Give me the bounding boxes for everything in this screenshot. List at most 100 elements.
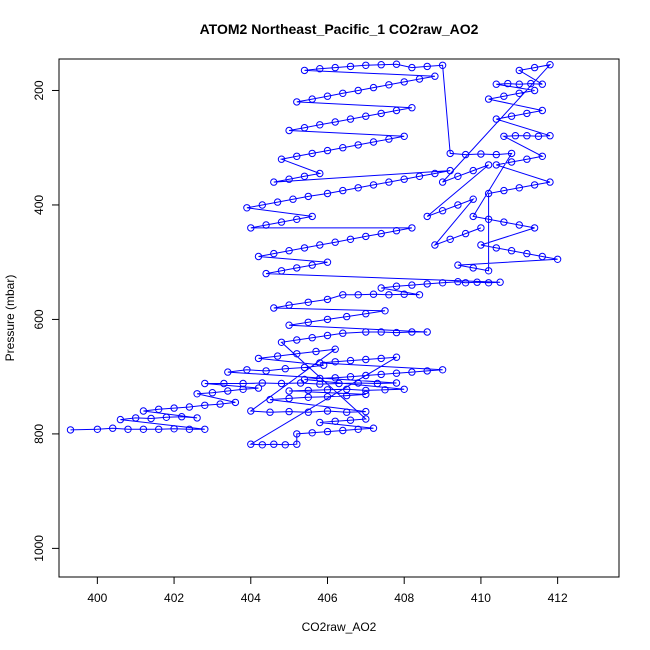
data-point [339, 426, 347, 435]
x-axis: 400 402 404 406 408 410 412 [87, 577, 568, 605]
data-point [320, 361, 328, 369]
data-point [484, 279, 493, 287]
data-point [289, 195, 297, 203]
data-point [454, 201, 462, 209]
data-point [343, 385, 351, 393]
data-point [331, 374, 339, 382]
x-tick-label: 402 [164, 591, 184, 605]
data-point [339, 291, 347, 299]
data-point [323, 427, 332, 436]
data-point [208, 389, 217, 397]
data-point [446, 149, 454, 158]
data-point [408, 224, 416, 232]
data-point [247, 407, 255, 415]
data-point [323, 92, 332, 100]
data-point [201, 379, 209, 388]
data-point [469, 195, 477, 203]
data-point [335, 379, 343, 388]
data-point [461, 279, 470, 287]
data-point [530, 181, 539, 189]
y-tick-label: 400 [32, 195, 46, 215]
data-point [385, 178, 393, 186]
data-point [155, 425, 163, 433]
data-point [446, 166, 454, 175]
data-point [496, 278, 504, 286]
data-point [109, 424, 117, 432]
data-point [346, 115, 355, 123]
data-point [262, 269, 270, 278]
data-point [277, 267, 286, 275]
data-point [530, 86, 539, 95]
data-point [66, 426, 75, 434]
x-tick-label: 404 [241, 591, 261, 605]
data-point [377, 60, 385, 69]
data-point [392, 353, 401, 361]
data-point [377, 229, 385, 238]
data-point [373, 379, 382, 388]
data-point [538, 152, 546, 161]
data-point [339, 144, 347, 152]
x-tick-label: 406 [317, 591, 337, 605]
data-point [285, 247, 293, 255]
data-point [362, 386, 370, 395]
data-point [408, 328, 416, 336]
data-point [281, 365, 289, 373]
data-point [423, 328, 431, 336]
data-point [492, 115, 500, 123]
data-point [293, 350, 301, 358]
data-point [392, 60, 401, 68]
data-point [454, 172, 462, 181]
data-point [162, 413, 171, 421]
data-point [239, 379, 247, 388]
data-point [354, 86, 362, 95]
data-point [293, 430, 301, 438]
data-point [354, 184, 362, 192]
data-point [527, 79, 535, 88]
data-point [523, 132, 531, 140]
data-point [377, 284, 385, 292]
data-point [500, 92, 508, 100]
data-point [139, 407, 148, 415]
data-point [484, 215, 493, 224]
data-point [500, 132, 508, 141]
data-point [385, 291, 393, 299]
data-point [415, 172, 424, 181]
data-point [492, 80, 500, 88]
data-point [285, 175, 293, 183]
x-axis-title: CO2raw_AO2 [302, 620, 377, 634]
data-point [247, 224, 255, 232]
data-point [469, 166, 477, 175]
data-point [354, 379, 362, 387]
data-point [385, 135, 393, 143]
data-point [538, 252, 546, 261]
data-point [262, 367, 270, 375]
data-point [304, 408, 312, 416]
data-point [546, 60, 554, 69]
data-point [346, 373, 355, 381]
data-point [285, 387, 293, 395]
data-point [530, 63, 539, 72]
data-point [277, 155, 286, 163]
data-point [258, 441, 266, 449]
data-point [254, 354, 263, 363]
data-point [331, 345, 339, 353]
data-point [323, 146, 332, 155]
data-point [285, 407, 293, 416]
data-point [500, 218, 508, 226]
data-point [523, 155, 531, 163]
data-point [231, 398, 240, 407]
data-point [270, 178, 278, 186]
data-point [504, 79, 512, 88]
data-point [515, 89, 523, 98]
data-point [354, 291, 362, 299]
data-point [304, 192, 312, 201]
data-point [362, 407, 370, 416]
data-point [431, 169, 439, 178]
data-point [415, 291, 424, 299]
data-point [258, 201, 266, 209]
data-point [377, 354, 385, 363]
data-point [362, 61, 370, 70]
data-point [316, 359, 324, 367]
data-point [438, 61, 447, 70]
data-point [392, 328, 401, 337]
